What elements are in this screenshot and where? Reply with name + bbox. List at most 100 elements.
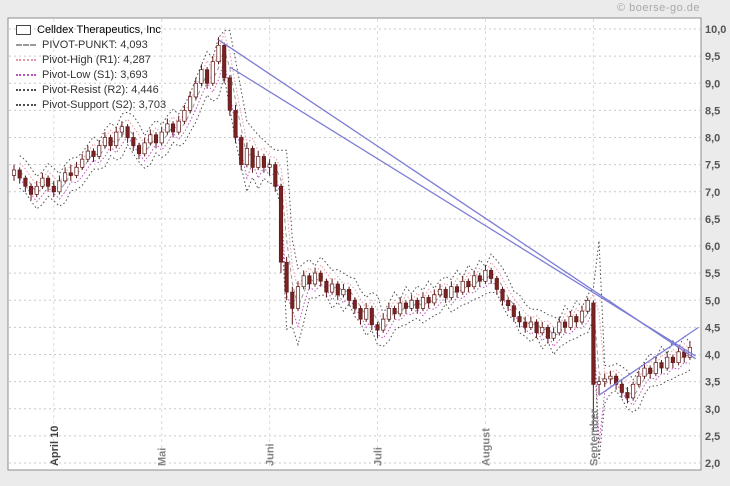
- candle-body: [188, 96, 193, 111]
- candle-body: [477, 275, 482, 282]
- pivot-line-swatch-icon: [16, 43, 36, 46]
- candle-body: [307, 275, 312, 285]
- candle-body: [511, 305, 516, 317]
- candle-body: [210, 61, 215, 84]
- candle-body: [585, 299, 590, 312]
- candle-body: [670, 356, 675, 363]
- s1-line-swatch-icon: [16, 73, 36, 76]
- candle-body: [205, 69, 210, 84]
- y-axis-tick-label: 9,0: [705, 78, 720, 90]
- pivot-line: [19, 47, 691, 397]
- candle-body: [290, 291, 295, 309]
- candle-body: [386, 308, 391, 320]
- legend-item-r2: Pivot-Resist (R2): 4,446: [16, 82, 166, 97]
- candle-body: [216, 44, 221, 62]
- y-axis-tick-label: 4,0: [705, 350, 720, 362]
- legend-item-label: Pivot-Resist (R2): 4,446: [42, 83, 159, 96]
- candle-body: [261, 156, 266, 168]
- candle-body: [489, 270, 494, 279]
- candle-body: [91, 150, 96, 157]
- y-axis-tick-label: 9,5: [705, 51, 720, 63]
- x-axis-month-label: Juli: [373, 447, 385, 466]
- x-axis-month-label: August: [480, 428, 492, 466]
- candle-body: [591, 302, 596, 385]
- candle-body: [454, 286, 460, 293]
- candle-body: [375, 324, 380, 331]
- candle-body: [534, 321, 539, 334]
- candle-body: [523, 321, 528, 328]
- candle-body: [347, 289, 352, 301]
- candle-body: [284, 261, 289, 293]
- candle-body: [97, 145, 102, 157]
- candle-body: [295, 286, 301, 309]
- candle-body: [625, 392, 630, 399]
- r1-line: [19, 31, 691, 390]
- candle-body: [244, 148, 249, 166]
- candle-body: [312, 272, 318, 285]
- candle-body: [256, 156, 261, 168]
- candle-body: [28, 185, 34, 195]
- y-axis-tick-label: 3,5: [705, 377, 720, 389]
- watermark: © boerse-go.de: [617, 2, 700, 14]
- candle-body: [11, 169, 17, 176]
- legend-item-pivot: PIVOT-PUNKT: 4,093: [16, 37, 166, 52]
- candle-body: [579, 310, 585, 323]
- candle-body: [432, 294, 437, 304]
- x-axis-month-label: April 10: [49, 426, 61, 466]
- y-axis-tick-label: 5,5: [705, 268, 720, 280]
- candle-body: [659, 362, 664, 369]
- candle-body: [449, 286, 454, 298]
- trendline: [229, 66, 696, 357]
- r2-line-swatch-icon: [16, 88, 36, 91]
- legend-item-r1: Pivot-High (R1): 4,287: [16, 52, 166, 67]
- legend-item-s2: Pivot-Support (S2): 3,703: [16, 97, 166, 112]
- candle-body: [119, 126, 124, 133]
- candle-body: [443, 289, 448, 298]
- series-title: Celldex Therapeutics, Inc: [37, 23, 161, 36]
- candle-body: [301, 275, 306, 288]
- legend-item-label: Pivot-High (R1): 4,287: [42, 53, 151, 66]
- candle-body: [170, 123, 176, 133]
- candle-body: [369, 308, 374, 326]
- candle-body: [233, 110, 238, 138]
- candle-body: [159, 131, 164, 144]
- candle-body: [153, 134, 159, 144]
- candle-body: [85, 150, 90, 160]
- y-axis-tick-label: 3,0: [705, 404, 720, 416]
- candle-body: [278, 185, 284, 263]
- candle-body: [199, 69, 204, 84]
- candle-body: [602, 378, 607, 382]
- candle-body: [619, 383, 624, 393]
- s2-line-swatch-icon: [16, 103, 36, 106]
- candle-body: [273, 164, 278, 187]
- candle-body: [483, 270, 488, 282]
- y-axis-tick-label: 7,0: [705, 187, 720, 199]
- y-axis-tick-label: 2,0: [705, 458, 720, 470]
- candle-body: [176, 120, 181, 133]
- y-axis-tick-label: 8,0: [705, 133, 720, 145]
- candle-body: [392, 308, 397, 315]
- candle-body: [57, 180, 62, 193]
- candle-body: [398, 302, 403, 315]
- candle-body: [74, 166, 79, 176]
- candle-body: [114, 131, 119, 147]
- candle-body: [102, 137, 107, 146]
- candle-body: [46, 177, 51, 187]
- legend: Celldex Therapeutics, Inc PIVOT-PUNKT: 4…: [16, 22, 166, 112]
- candle-body: [562, 321, 568, 328]
- legend-item-label: PIVOT-PUNKT: 4,093: [42, 38, 148, 51]
- candle-body: [636, 375, 641, 385]
- candle-body: [545, 327, 550, 339]
- candle-body: [324, 280, 329, 293]
- candle-body: [40, 177, 45, 187]
- y-axis-tick-label: 2,5: [705, 431, 720, 443]
- s2-line: [19, 75, 691, 461]
- trendline: [598, 326, 699, 396]
- candlestick-series-icon: [16, 24, 31, 35]
- y-axis-tick-label: 5,0: [705, 295, 720, 307]
- candle-body: [437, 289, 443, 296]
- candle-body: [148, 134, 153, 144]
- candle-body: [500, 289, 505, 301]
